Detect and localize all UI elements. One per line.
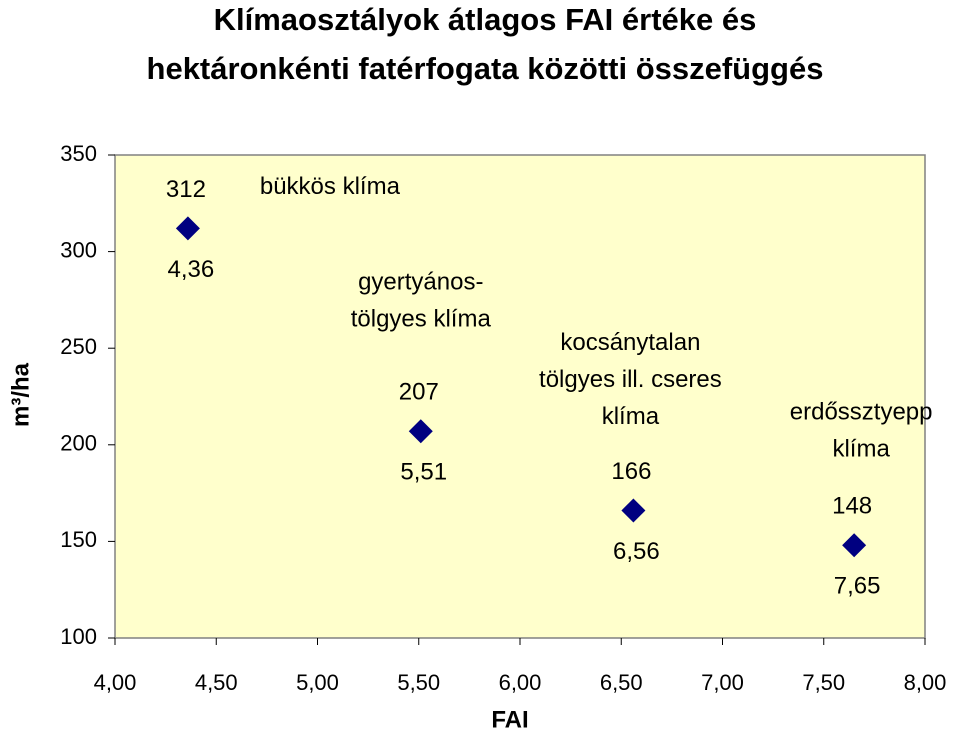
y-tick-label: 150 (60, 527, 97, 552)
x-tick-label: 7,50 (802, 670, 845, 695)
point-annotation: erdőssztyepp (790, 399, 933, 426)
y-tick-label: 100 (60, 624, 97, 649)
point (408, 419, 433, 444)
x-tick-label: 4,50 (195, 670, 238, 695)
point-annotation: gyertyános- (358, 269, 483, 296)
x-tick-label: 6,50 (600, 670, 643, 695)
point (175, 216, 200, 241)
point (621, 498, 646, 523)
x-value-label: 6,56 (613, 538, 660, 565)
point-annotation: klíma (832, 436, 890, 463)
x-tick-label: 8,00 (904, 670, 947, 695)
y-tick-label: 350 (60, 141, 97, 166)
x-tick-label: 6,00 (499, 670, 542, 695)
y-tick-label: 300 (60, 237, 97, 262)
point-annotation: tölgyes ill. cseres (539, 366, 722, 393)
chart-title: Klímaosztályok átlagos FAI értéke és (214, 2, 757, 37)
y-axis-label: m³/ha (7, 362, 34, 427)
value-label: 148 (832, 493, 872, 520)
y-tick-label: 200 (60, 431, 97, 456)
point-annotation: bükkös klíma (260, 173, 401, 200)
chart-title: hektáronkénti fatérfogata közötti összef… (147, 51, 824, 86)
y-tick-label: 250 (60, 334, 97, 359)
x-tick-label: 5,00 (296, 670, 339, 695)
value-label: 166 (611, 458, 651, 485)
x-value-label: 4,36 (168, 256, 215, 283)
value-label: 312 (166, 176, 206, 203)
value-label: 207 (399, 379, 439, 406)
x-value-label: 5,51 (400, 459, 447, 486)
point-annotation: klíma (602, 403, 660, 430)
point-annotation: tölgyes klíma (351, 306, 492, 333)
x-tick-label: 5,50 (397, 670, 440, 695)
point-annotation: kocsánytalan (560, 329, 700, 356)
point (842, 533, 867, 558)
plot-area (114, 154, 926, 639)
x-tick-label: 4,00 (94, 670, 137, 695)
x-axis-label: FAI (491, 706, 528, 733)
x-tick-label: 7,00 (701, 670, 744, 695)
x-value-label: 7,65 (834, 573, 881, 600)
